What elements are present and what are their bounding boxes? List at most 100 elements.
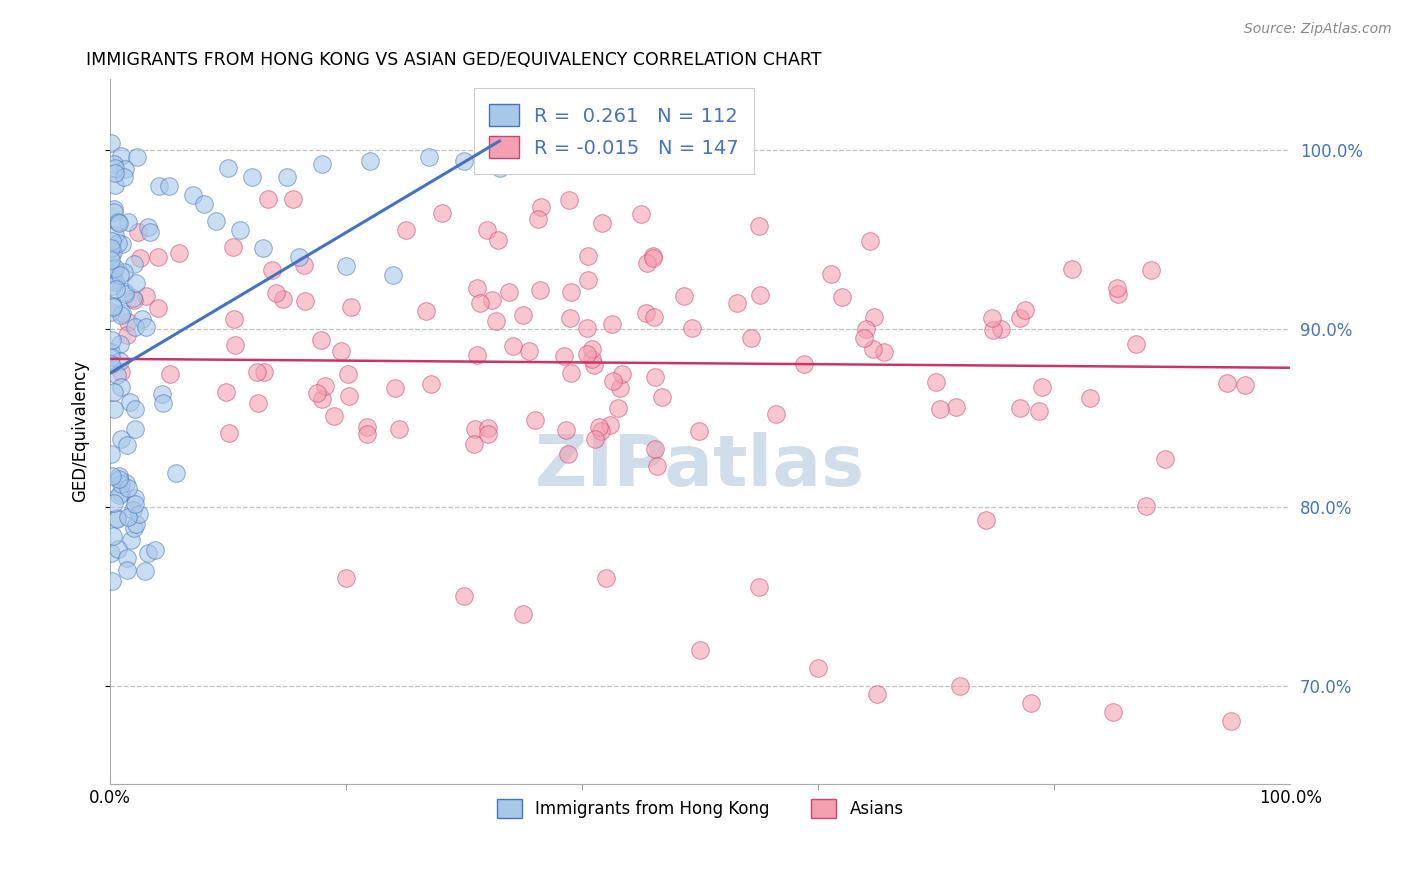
Point: [583, 358, 606, 372]
Point: [110, 308, 132, 322]
Point: [125, 151, 148, 165]
Point: [100, 241, 122, 255]
Point: [101, 279, 124, 293]
Y-axis label: GED/Equivalency: GED/Equivalency: [72, 360, 89, 502]
Point: [468, 295, 491, 310]
Point: [101, 262, 124, 277]
Point: [146, 250, 169, 264]
Point: [519, 343, 541, 358]
Point: [807, 661, 830, 675]
Point: [100, 468, 122, 483]
Point: [150, 386, 173, 401]
Point: [1107, 286, 1129, 301]
Point: [271, 292, 294, 306]
Point: [157, 178, 180, 193]
Point: [262, 262, 284, 277]
Point: [1107, 281, 1129, 295]
Point: [1031, 380, 1053, 394]
Point: [111, 236, 134, 251]
Point: [131, 312, 153, 326]
Point: [1102, 706, 1125, 720]
Point: [1078, 391, 1101, 405]
Point: [335, 259, 357, 273]
Point: [124, 320, 146, 334]
Point: [591, 216, 613, 230]
Point: [117, 215, 139, 229]
Point: [224, 311, 246, 326]
Point: [793, 357, 815, 371]
Point: [651, 390, 673, 404]
Point: [395, 222, 418, 236]
Point: [103, 272, 125, 286]
Point: [110, 477, 132, 491]
Point: [477, 222, 499, 236]
Point: [609, 381, 631, 395]
Point: [340, 301, 363, 315]
Point: [748, 219, 770, 233]
Point: [110, 365, 132, 379]
Point: [523, 413, 546, 427]
Point: [311, 157, 333, 171]
Point: [453, 589, 475, 603]
Point: [990, 322, 1012, 336]
Point: [314, 378, 336, 392]
Point: [114, 285, 136, 300]
Point: [135, 320, 157, 334]
Point: [928, 401, 950, 416]
Point: [110, 268, 132, 283]
Point: [104, 161, 127, 175]
Point: [108, 215, 131, 229]
Point: [418, 150, 440, 164]
Point: [748, 287, 770, 301]
Point: [1010, 401, 1032, 415]
Point: [159, 368, 181, 382]
Point: [477, 427, 499, 442]
Point: [100, 304, 122, 318]
Point: [630, 207, 652, 221]
Point: [359, 153, 381, 168]
Point: [110, 380, 132, 394]
Point: [108, 472, 131, 486]
Point: [1220, 714, 1243, 729]
Point: [115, 550, 138, 565]
Point: [105, 368, 128, 383]
Point: [104, 227, 127, 242]
Point: [281, 193, 304, 207]
Point: [335, 571, 357, 585]
Point: [591, 424, 613, 438]
Point: [125, 516, 148, 531]
Point: [103, 495, 125, 509]
Point: [311, 392, 333, 406]
Point: [1062, 261, 1084, 276]
Point: [117, 481, 139, 495]
Point: [481, 293, 503, 308]
Point: [748, 580, 770, 594]
Point: [356, 427, 378, 442]
Point: [148, 301, 170, 315]
Point: [606, 401, 628, 416]
Point: [558, 311, 581, 326]
Point: [337, 389, 360, 403]
Point: [512, 308, 534, 322]
Point: [118, 395, 141, 409]
Point: [103, 157, 125, 171]
Point: [322, 409, 344, 424]
Point: [831, 291, 853, 305]
Point: [420, 376, 443, 391]
Point: [1154, 451, 1177, 466]
Text: Source: ZipAtlas.com: Source: ZipAtlas.com: [1244, 22, 1392, 37]
Point: [117, 315, 139, 329]
Point: [1216, 376, 1239, 390]
Point: [294, 294, 316, 309]
Point: [643, 310, 665, 324]
Point: [307, 386, 329, 401]
Point: [105, 282, 128, 296]
Point: [465, 281, 488, 295]
Point: [464, 422, 486, 436]
Point: [246, 396, 269, 410]
Point: [862, 343, 884, 357]
Point: [112, 265, 135, 279]
Point: [925, 375, 948, 389]
Point: [555, 424, 578, 438]
Point: [193, 196, 215, 211]
